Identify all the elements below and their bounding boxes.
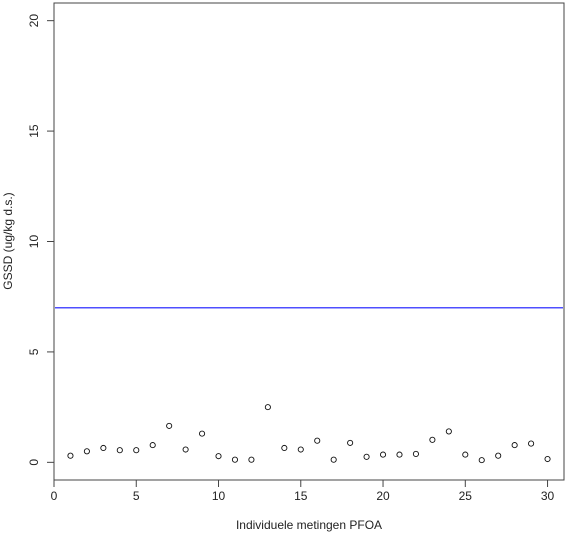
x-axis-label: Individuele metingen PFOA <box>236 518 382 532</box>
data-point <box>67 452 74 459</box>
data-point <box>116 447 123 454</box>
data-point <box>544 455 551 463</box>
data-point <box>528 440 535 447</box>
y-tick-label: 15 <box>27 124 41 138</box>
data-point <box>347 439 354 446</box>
y-tick-label: 20 <box>27 14 41 28</box>
data-point <box>314 437 321 444</box>
x-tick-label: 10 <box>212 489 226 503</box>
x-tick-label: 5 <box>133 489 140 503</box>
x-tick-label: 20 <box>376 489 390 503</box>
data-point <box>264 404 271 411</box>
x-tick-label: 25 <box>459 489 473 503</box>
data-point <box>396 451 403 458</box>
data-point <box>297 446 304 453</box>
data-point <box>133 447 140 454</box>
data-point <box>363 453 370 460</box>
data-point <box>330 456 337 463</box>
y-axis: 0 5 10 15 20 <box>27 14 54 466</box>
x-tick-label: 30 <box>541 489 555 503</box>
data-point <box>231 456 239 463</box>
plot-frame <box>53 2 565 481</box>
data-point <box>429 436 436 443</box>
data-point <box>445 428 452 435</box>
data-points <box>67 404 551 464</box>
data-point <box>379 451 387 458</box>
y-tick-label: 10 <box>27 235 41 249</box>
data-point <box>100 444 107 452</box>
data-point <box>215 453 222 460</box>
data-point <box>83 448 90 455</box>
data-point <box>412 450 419 457</box>
data-point <box>199 430 206 437</box>
y-tick-label: 0 <box>27 459 41 466</box>
x-tick-label: 15 <box>294 489 308 503</box>
data-point <box>495 452 502 459</box>
data-point <box>182 446 189 453</box>
data-point <box>248 456 255 463</box>
y-tick-label: 5 <box>27 348 41 355</box>
data-point <box>166 422 173 429</box>
data-point <box>149 442 156 449</box>
data-point <box>478 457 485 464</box>
data-point <box>281 444 288 452</box>
x-axis: 0 5 10 15 20 25 30 <box>51 480 555 503</box>
y-axis-label: GSSD (ug/kg d.s.) <box>1 192 15 289</box>
data-point <box>462 451 469 458</box>
x-tick-label: 0 <box>51 489 58 503</box>
data-point <box>511 442 518 449</box>
